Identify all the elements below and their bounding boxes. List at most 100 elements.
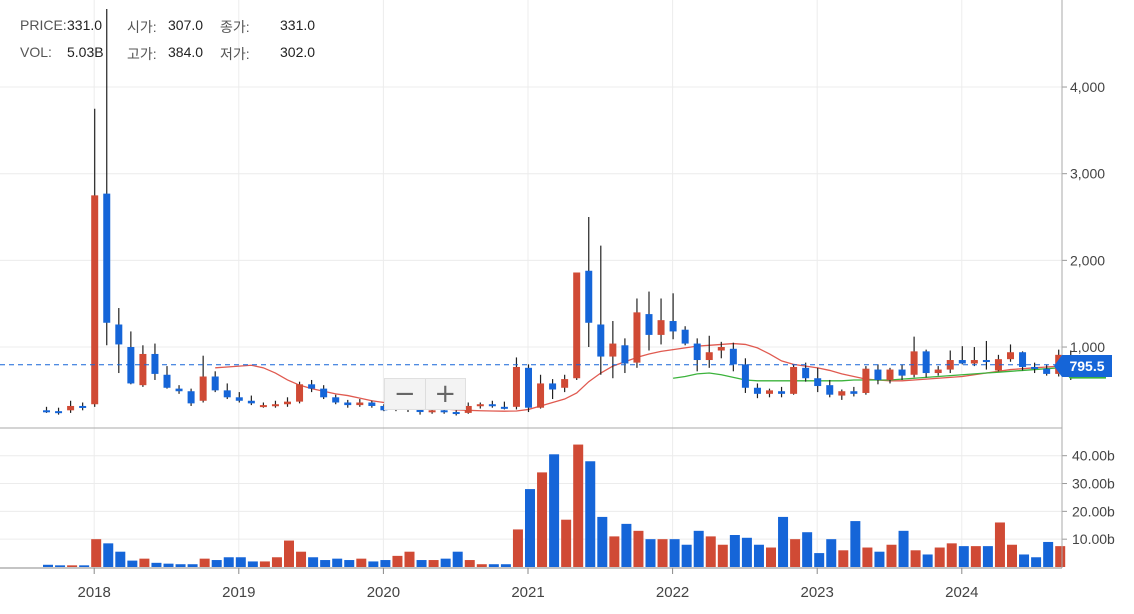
grid-lines	[0, 0, 1062, 568]
candle-body	[741, 364, 749, 388]
volume-bar	[645, 539, 656, 567]
price-tick-label: 3,000	[1070, 166, 1105, 182]
volume-bar	[320, 560, 331, 567]
candle-body	[597, 324, 605, 357]
volume-bar	[826, 539, 837, 567]
candle-body	[223, 390, 231, 398]
volume-bar	[934, 547, 945, 567]
candle-body	[970, 360, 978, 364]
volume-bar	[657, 539, 668, 567]
volume-bar	[669, 539, 680, 567]
vol-value: 5.03B	[67, 44, 104, 60]
volume-bar	[705, 536, 716, 567]
volume-bar	[1007, 544, 1017, 567]
candle-body	[549, 383, 557, 390]
candle-body	[308, 384, 316, 389]
axis-tick-labels: 2018 2019 2020 2021 2022 2023 2024 1,000 2,000 3,…	[78, 79, 1116, 601]
volume-bar	[958, 546, 969, 567]
volume-bar	[296, 551, 307, 567]
zoom-out-button[interactable]: −	[385, 379, 426, 409]
candle-body	[500, 406, 508, 409]
volume-bar	[814, 553, 825, 567]
candle-body	[790, 366, 798, 394]
candle-body	[657, 320, 665, 335]
volume-bar	[67, 565, 78, 567]
candle-body	[633, 312, 641, 363]
x-tick-label: 2024	[945, 584, 978, 601]
candle-body	[139, 353, 147, 386]
candle-body	[187, 391, 195, 404]
candle-body	[910, 351, 918, 375]
candle-body	[211, 376, 219, 391]
volume-bar	[79, 565, 90, 567]
candle-body	[1019, 352, 1027, 367]
candle-body	[525, 367, 532, 408]
candlesticks	[43, 9, 1075, 416]
volume-tick-label: 20.00b	[1072, 503, 1115, 519]
volume-bar	[488, 564, 499, 567]
low-label: 저가:	[220, 46, 250, 62]
candle-body	[464, 405, 472, 413]
candle-body	[537, 383, 545, 408]
candle-body	[1043, 368, 1051, 374]
candle-body	[693, 343, 701, 361]
volume-bar	[380, 560, 391, 567]
candle-body	[43, 410, 50, 413]
volume-bar	[464, 560, 475, 567]
volume-bar	[356, 558, 367, 567]
volume-bars	[43, 444, 1066, 567]
candle-body	[296, 384, 304, 402]
candle-body	[814, 378, 822, 387]
candle-body	[488, 404, 496, 407]
volume-bar	[55, 565, 66, 567]
volume-bar	[910, 550, 921, 567]
price-tick-label: 4,000	[1070, 79, 1105, 95]
volume-bar	[609, 536, 620, 567]
zoom-in-button[interactable]: +	[434, 379, 457, 409]
close-label: 종가:	[220, 19, 250, 35]
volume-bar	[994, 522, 1005, 567]
volume-bar	[332, 558, 343, 567]
candle-body	[874, 369, 882, 380]
low-value: 302.0	[280, 44, 316, 60]
candle-body	[958, 360, 966, 364]
candle-body	[609, 343, 617, 357]
volume-bar	[585, 461, 596, 567]
candle-body	[247, 400, 255, 404]
candle-body	[621, 345, 629, 364]
volume-bar	[452, 551, 463, 567]
volume-bar	[525, 489, 535, 567]
volume-bar	[223, 557, 234, 567]
volume-bar	[127, 560, 138, 567]
volume-bar	[416, 560, 427, 567]
volume-bar	[537, 472, 548, 567]
volume-bar	[404, 551, 415, 567]
volume-bar	[115, 551, 126, 567]
volume-bar	[428, 560, 439, 567]
candle-body	[199, 376, 207, 401]
volume-bar	[790, 539, 801, 567]
volume-bar	[512, 529, 523, 567]
candle-body	[802, 367, 810, 379]
candle-body	[862, 368, 870, 393]
high-label: 고가:	[127, 46, 157, 62]
candle-body	[886, 369, 894, 380]
price-tick-label: 2,000	[1070, 252, 1105, 268]
x-tick-label: 2018	[78, 584, 111, 601]
volume-bar	[741, 537, 752, 567]
candle-body	[476, 404, 484, 407]
candle-body	[585, 270, 593, 323]
candle-body	[440, 410, 448, 413]
price-label: PRICE:	[20, 17, 67, 33]
candle-body	[850, 391, 858, 394]
candle-body	[380, 405, 388, 411]
candle-body	[778, 391, 786, 394]
volume-tick-label: 10.00b	[1072, 531, 1115, 547]
candle-body	[259, 405, 267, 408]
volume-bar	[1019, 554, 1030, 567]
candle-body	[428, 410, 436, 413]
candle-body	[681, 329, 689, 344]
candle-body	[705, 352, 713, 361]
volume-bar	[235, 557, 246, 567]
